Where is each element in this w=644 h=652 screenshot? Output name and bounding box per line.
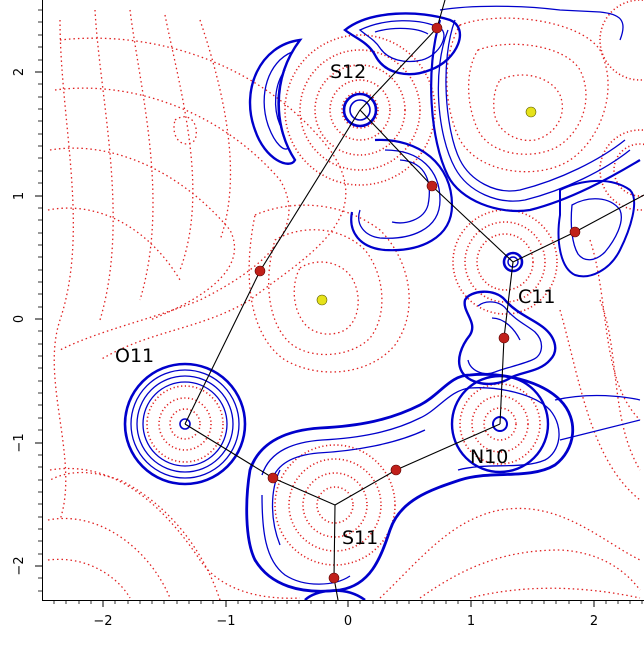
x-tick-label: −1 [216, 614, 235, 629]
atom-label-n10: N10 [470, 446, 508, 468]
y-tick-label: −1 [12, 433, 27, 452]
bond-critical-point [390, 464, 402, 476]
bond-critical-point [267, 472, 279, 484]
positive-contours [123, 5, 641, 600]
x-tick-label: 0 [344, 614, 352, 629]
atomic-basin-contours [146, 0, 644, 566]
x-axis: −2 −1 0 1 2 [53, 600, 643, 629]
ring-critical-points [316, 106, 537, 306]
atom-label-c11: C11 [518, 286, 555, 308]
atom-label-s11: S11 [342, 527, 378, 549]
y-axis: 2 1 0 −1 −2 [12, 9, 42, 592]
negative-contours [47, 9, 641, 600]
x-tick-label: −2 [93, 614, 112, 629]
bond-critical-points [254, 22, 581, 584]
x-tick-label: 2 [590, 614, 598, 629]
contour-map [47, 0, 644, 600]
y-tick-label: 0 [12, 315, 27, 323]
y-tick-label: −2 [12, 556, 27, 575]
bond-critical-point [426, 180, 438, 192]
bond-critical-point [431, 22, 443, 34]
y-tick-label: 1 [12, 192, 27, 200]
atom-label-o11: O11 [115, 345, 154, 367]
bond-critical-point [498, 332, 510, 344]
x-tick-label: 1 [467, 614, 475, 629]
bond-critical-point [569, 226, 581, 238]
y-tick-label: 2 [12, 68, 27, 76]
atom-label-s12: S12 [330, 61, 366, 83]
ring-critical-point [525, 106, 537, 118]
bond-paths [184, 0, 644, 601]
bond-critical-point [328, 572, 340, 584]
ring-critical-point [316, 294, 328, 306]
bond-critical-point [254, 265, 266, 277]
atom-labels: S12 C11 O11 N10 S11 [115, 61, 555, 549]
